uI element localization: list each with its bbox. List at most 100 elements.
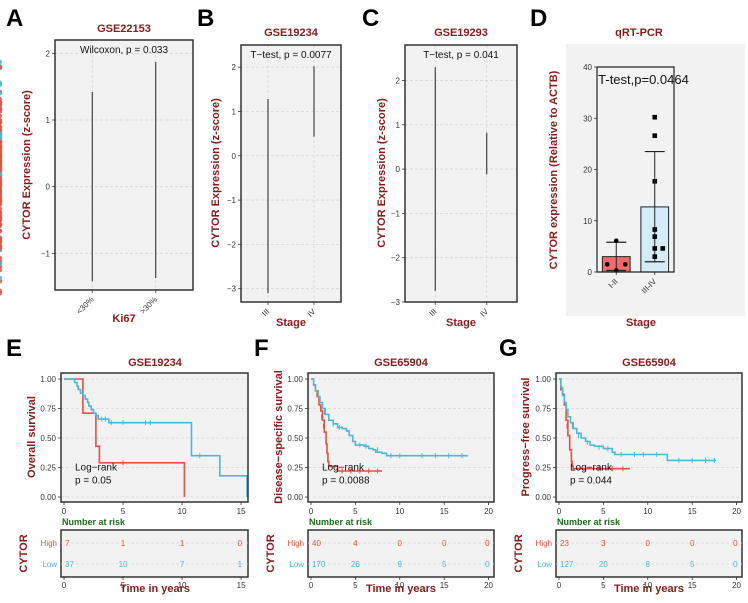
y-tick-label: 2	[396, 76, 401, 85]
risk-x-tick-label: 15	[688, 581, 697, 590]
y-tick-label: 0.00	[535, 493, 551, 502]
plot-frame	[307, 372, 495, 503]
data-point	[0, 140, 3, 145]
x-tick-label: 0	[62, 507, 67, 516]
risk-count: 0	[485, 560, 490, 569]
stat-annotation-pvalue: p = 0.0088	[322, 476, 370, 487]
y-tick-label: 2	[46, 49, 51, 58]
risk-table-title: Number at risk	[557, 517, 621, 527]
panel-letter: A	[6, 5, 23, 32]
risk-count: 127	[560, 560, 574, 569]
stat-annotation: T-test,p=0.0464	[598, 72, 689, 87]
y-tick-label: 0.50	[535, 434, 551, 443]
data-point	[652, 114, 658, 120]
panel-letter: D	[530, 5, 547, 32]
y-tick-label: 1.00	[40, 375, 56, 384]
risk-count: 37	[65, 560, 74, 569]
y-axis-label: CYTOR expression (Relative to ACTB)	[548, 70, 560, 269]
x-tick-label: 5	[601, 507, 606, 516]
risk-count: 7	[65, 539, 70, 548]
panel-letter: B	[197, 5, 214, 32]
y-tick-label: 0	[588, 268, 593, 277]
risk-count: 8	[646, 560, 651, 569]
x-tick-label: 10	[395, 507, 404, 516]
plot-background	[308, 373, 494, 502]
x-tick-label: 0	[557, 507, 562, 516]
y-tick-label: 1	[396, 121, 401, 130]
x-axis-label: Stage	[276, 317, 306, 329]
x-axis-label: Stage	[626, 317, 656, 329]
x-axis-label: Stage	[446, 317, 476, 329]
risk-row-label: Low	[289, 560, 304, 569]
risk-count: 7	[180, 560, 185, 569]
data-point	[0, 127, 3, 133]
risk-row-label: Low	[537, 560, 552, 569]
risk-count: 10	[119, 560, 128, 569]
risk-count: 0	[398, 539, 403, 548]
stat-annotation-pvalue: p = 0.05	[75, 476, 112, 487]
x-tick-label: 5	[353, 507, 358, 516]
data-point	[0, 135, 3, 141]
y-tick-label: 1	[232, 107, 237, 116]
plot-background	[405, 45, 517, 302]
y-tick-label: 0	[232, 152, 237, 161]
data-point	[0, 217, 3, 223]
panel-f: F GSE65904 Disease−specific survival Time i…	[254, 335, 495, 595]
data-point	[604, 262, 610, 267]
data-point	[652, 133, 658, 138]
y-tick-label: 1.00	[535, 375, 551, 384]
data-point	[0, 120, 3, 125]
panel-letter: G	[499, 335, 518, 362]
risk-count: 40	[312, 539, 321, 548]
y-axis-label: Overall survival	[26, 396, 38, 478]
risk-count: 20	[599, 560, 608, 569]
y-tick-label: 10	[583, 217, 592, 226]
y-tick-label: 0.75	[535, 405, 551, 414]
risk-count: 0	[238, 539, 243, 548]
panel-title: GSE19234	[264, 27, 319, 39]
panel-e: E GSE19234 Overall survival Time in years 0.…	[6, 335, 249, 595]
risk-count: 5	[690, 560, 695, 569]
risk-table-frame	[555, 529, 743, 578]
data-point	[0, 211, 3, 216]
y-axis-label: Progress−free survival	[520, 378, 532, 497]
risk-x-tick-label: 15	[440, 581, 449, 590]
risk-count: 0	[646, 539, 651, 548]
y-tick-label: 0.50	[287, 434, 303, 443]
data-point	[0, 206, 3, 211]
y-tick-label: 0.75	[287, 405, 303, 414]
stat-annotation: T−test, p = 0.0077	[250, 50, 332, 61]
plot-background	[61, 373, 248, 502]
risk-x-tick-label: 20	[484, 581, 493, 590]
data-point	[0, 228, 3, 234]
plot-frame	[596, 66, 675, 273]
data-point	[0, 245, 3, 251]
risk-x-tick-label: 15	[237, 581, 246, 590]
risk-x-tick-label: 10	[395, 581, 404, 590]
data-point	[652, 234, 658, 239]
risk-count: 26	[351, 560, 360, 569]
risk-x-tick-label: 5	[353, 581, 358, 590]
risk-x-tick-label: 5	[601, 581, 606, 590]
x-tick-label: IV	[478, 307, 490, 319]
panel-c: C GSE19293 CYTOR Expression (z-score) Stage…	[0, 5, 518, 329]
y-tick-label: 1	[46, 116, 51, 125]
panel-title: GSE65904	[622, 357, 677, 369]
risk-count: 1	[121, 539, 126, 548]
risk-count: 3	[601, 539, 606, 548]
risk-count: 0	[442, 539, 447, 548]
plot-frame	[54, 39, 194, 291]
risk-x-tick-label: 0	[309, 581, 314, 590]
y-tick-label: −3	[391, 298, 401, 307]
data-point	[0, 279, 3, 284]
risk-row-label: Low	[42, 560, 57, 569]
data-point	[0, 264, 3, 269]
panel-title: qRT-PCR	[615, 27, 663, 39]
data-point	[0, 64, 3, 70]
panel-title: GSE19293	[434, 27, 488, 39]
y-tick-label: 0.75	[40, 405, 56, 414]
x-axis-label: Time in years	[120, 583, 190, 595]
x-tick-label: 10	[643, 507, 652, 516]
y-tick-label: 0.50	[40, 434, 56, 443]
